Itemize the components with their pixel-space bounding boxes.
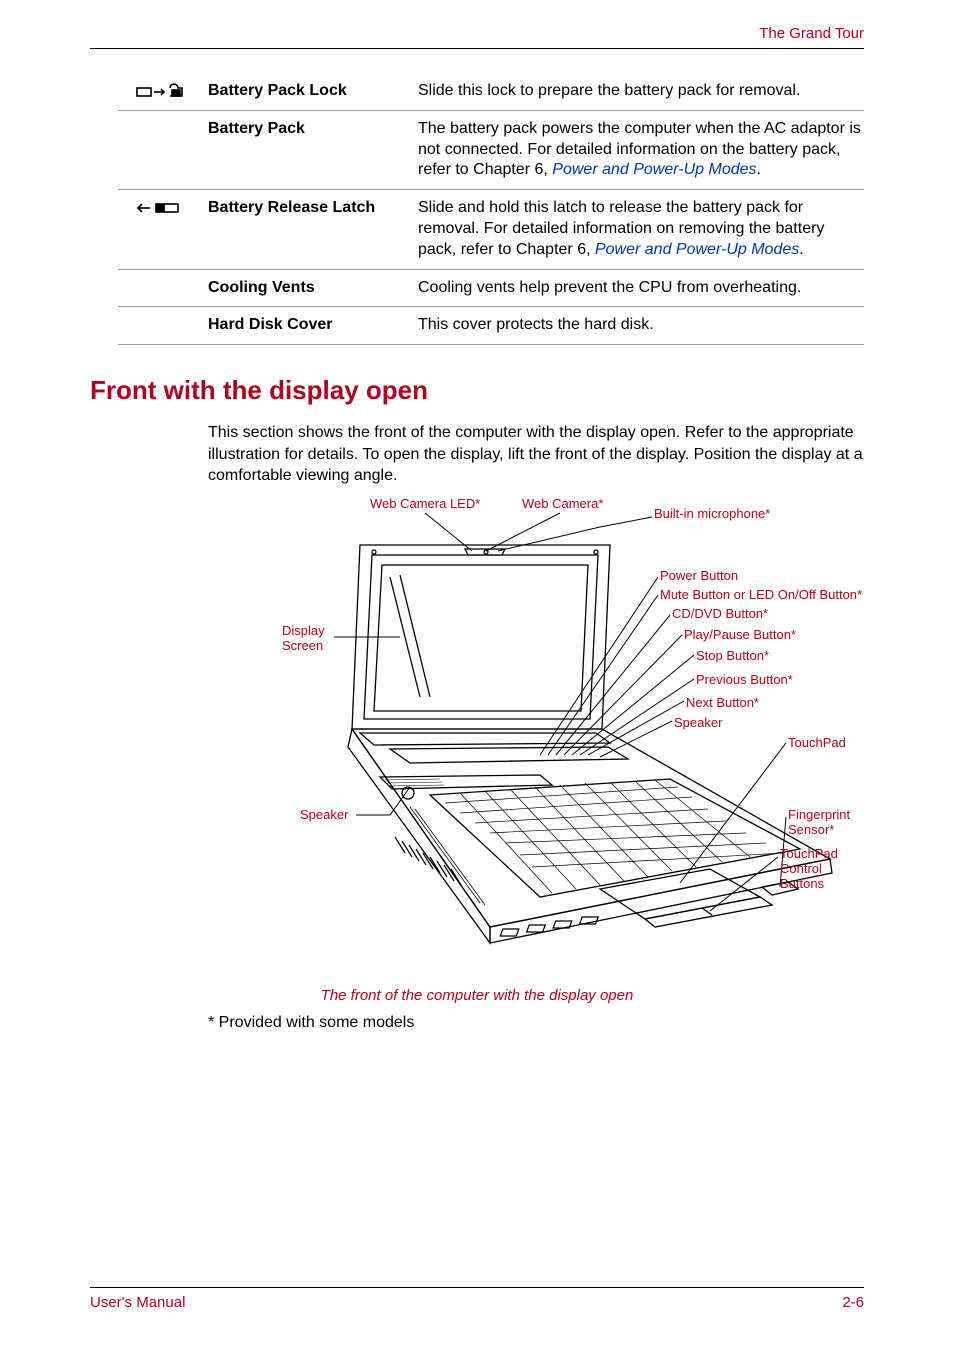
diagram-label: Fingerprint Sensor*: [788, 808, 850, 838]
footer-left: User's Manual: [90, 1294, 185, 1311]
diagram-label: Play/Pause Button*: [684, 628, 796, 643]
intro-paragraph: This section shows the front of the comp…: [208, 422, 864, 487]
definition-term: Battery Release Latch: [208, 198, 418, 260]
diagram-label: Next Button*: [686, 696, 759, 711]
header-title: The Grand Tour: [90, 25, 864, 48]
diagram-label: Stop Button*: [696, 649, 769, 664]
diagram-label: Speaker: [300, 808, 348, 823]
diagram-label: Speaker: [674, 716, 722, 731]
diagram-label: Web Camera*: [522, 497, 603, 512]
diagram-label: Power Button: [660, 569, 738, 584]
diagram-label: TouchPad: [788, 736, 846, 751]
diagram-label: TouchPad Control Buttons: [780, 847, 838, 892]
diagram-label: Mute Button or LED On/Off Button*: [660, 588, 862, 603]
definition-icon: [118, 315, 208, 336]
footer-rule: [90, 1287, 864, 1288]
definition-row: Cooling VentsCooling vents help prevent …: [118, 270, 864, 308]
cross-reference-link[interactable]: Power and Power-Up Modes: [595, 241, 799, 258]
diagram-caption: The front of the computer with the displ…: [90, 987, 864, 1004]
definition-table: Battery Pack LockSlide this lock to prep…: [118, 73, 864, 345]
definition-row: Hard Disk CoverThis cover protects the h…: [118, 307, 864, 345]
definition-icon: [118, 198, 208, 260]
cross-reference-link[interactable]: Power and Power-Up Modes: [552, 161, 756, 178]
definition-description: The battery pack powers the computer whe…: [418, 119, 864, 181]
diagram-label: Built-in microphone*: [654, 507, 770, 522]
definition-row: Battery PackThe battery pack powers the …: [118, 111, 864, 190]
definition-icon: [118, 119, 208, 181]
diagram-label: CD/DVD Button*: [672, 607, 768, 622]
definition-term: Cooling Vents: [208, 278, 418, 299]
footnote: * Provided with some models: [208, 1014, 864, 1032]
definition-term: Hard Disk Cover: [208, 315, 418, 336]
diagram-label: Display Screen: [282, 624, 325, 654]
section-heading: Front with the display open: [90, 375, 864, 406]
diagram-label: Web Camera LED*: [370, 497, 480, 512]
definition-row: Battery Release LatchSlide and hold this…: [118, 190, 864, 269]
definition-description: Slide and hold this latch to release the…: [418, 198, 864, 260]
definition-term: Battery Pack Lock: [208, 81, 418, 102]
definition-description: Cooling vents help prevent the CPU from …: [418, 278, 864, 299]
diagram-label: Previous Button*: [696, 673, 793, 688]
footer-right: 2-6: [842, 1294, 864, 1311]
definition-description: This cover protects the hard disk.: [418, 315, 864, 336]
page-footer: User's Manual 2-6: [90, 1287, 864, 1311]
definition-term: Battery Pack: [208, 119, 418, 181]
definition-description: Slide this lock to prepare the battery p…: [418, 81, 864, 102]
definition-icon: [118, 81, 208, 102]
laptop-svg: [240, 497, 860, 977]
definition-icon: [118, 278, 208, 299]
definition-row: Battery Pack LockSlide this lock to prep…: [118, 73, 864, 111]
header-rule: [90, 48, 864, 49]
laptop-diagram: Web Camera LED* Web Camera* Built-in micro…: [240, 497, 860, 977]
